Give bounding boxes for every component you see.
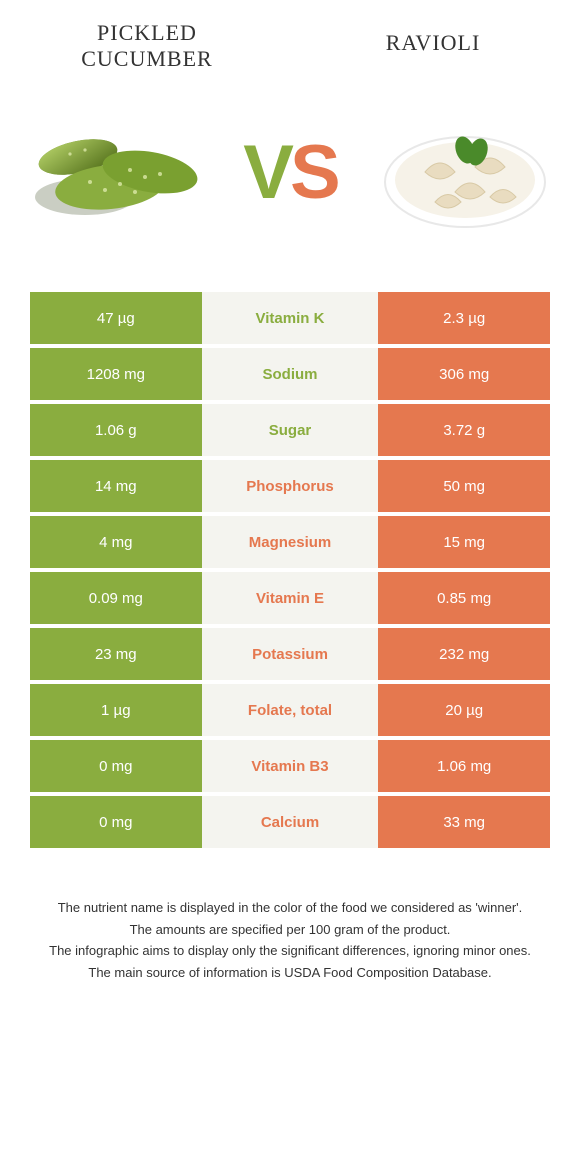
nutrient-name: Sodium: [202, 348, 379, 400]
value-right: 232 mg: [378, 628, 550, 680]
value-right: 15 mg: [378, 516, 550, 568]
nutrient-row: 47 µgVitamin K2.3 µg: [30, 292, 550, 344]
nutrient-row: 1208 mgSodium306 mg: [30, 348, 550, 400]
value-left: 0 mg: [30, 796, 202, 848]
pickle-icon: [30, 102, 200, 242]
value-right: 0.85 mg: [378, 572, 550, 624]
footnote-line: The nutrient name is displayed in the co…: [40, 898, 540, 918]
nutrient-name: Calcium: [202, 796, 379, 848]
footnotes: The nutrient name is displayed in the co…: [30, 898, 550, 982]
titles-row: PICKLED CUCUMBER RAVIOLI: [30, 20, 550, 72]
value-right: 1.06 mg: [378, 740, 550, 792]
vs-label: VS: [243, 129, 336, 216]
nutrient-name: Sugar: [202, 404, 379, 456]
nutrient-row: 0 mgVitamin B31.06 mg: [30, 740, 550, 792]
value-right: 20 µg: [378, 684, 550, 736]
infographic-container: PICKLED CUCUMBER RAVIOLI: [0, 0, 580, 994]
nutrient-name: Magnesium: [202, 516, 379, 568]
nutrient-row: 0.09 mgVitamin E0.85 mg: [30, 572, 550, 624]
nutrient-row: 23 mgPotassium232 mg: [30, 628, 550, 680]
value-right: 2.3 µg: [378, 292, 550, 344]
value-left: 47 µg: [30, 292, 202, 344]
value-left: 4 mg: [30, 516, 202, 568]
nutrient-row: 14 mgPhosphorus50 mg: [30, 460, 550, 512]
nutrient-name: Vitamin K: [202, 292, 379, 344]
nutrient-table: 47 µgVitamin K2.3 µg1208 mgSodium306 mg1…: [30, 292, 550, 848]
nutrient-name: Vitamin B3: [202, 740, 379, 792]
value-left: 14 mg: [30, 460, 202, 512]
nutrient-name: Potassium: [202, 628, 379, 680]
value-left: 1.06 g: [30, 404, 202, 456]
food-image-left: [30, 102, 200, 242]
value-right: 50 mg: [378, 460, 550, 512]
nutrient-name: Folate, total: [202, 684, 379, 736]
footnote-line: The amounts are specified per 100 gram o…: [40, 920, 540, 940]
value-left: 0.09 mg: [30, 572, 202, 624]
food-image-right: [380, 102, 550, 242]
nutrient-row: 1.06 gSugar3.72 g: [30, 404, 550, 456]
value-left: 23 mg: [30, 628, 202, 680]
ravioli-icon: [380, 102, 550, 242]
value-right: 306 mg: [378, 348, 550, 400]
value-right: 33 mg: [378, 796, 550, 848]
footnote-line: The infographic aims to display only the…: [40, 941, 540, 961]
nutrient-row: 1 µgFolate, total20 µg: [30, 684, 550, 736]
value-right: 3.72 g: [378, 404, 550, 456]
hero-row: VS: [30, 92, 550, 252]
title-left: PICKLED CUCUMBER: [30, 20, 264, 72]
vs-s: S: [290, 130, 337, 215]
title-right: RAVIOLI: [316, 20, 550, 56]
vs-v: V: [243, 130, 290, 215]
value-left: 1208 mg: [30, 348, 202, 400]
footnote-line: The main source of information is USDA F…: [40, 963, 540, 983]
value-left: 0 mg: [30, 740, 202, 792]
value-left: 1 µg: [30, 684, 202, 736]
nutrient-row: 0 mgCalcium33 mg: [30, 796, 550, 848]
nutrient-name: Vitamin E: [202, 572, 379, 624]
nutrient-row: 4 mgMagnesium15 mg: [30, 516, 550, 568]
nutrient-name: Phosphorus: [202, 460, 379, 512]
